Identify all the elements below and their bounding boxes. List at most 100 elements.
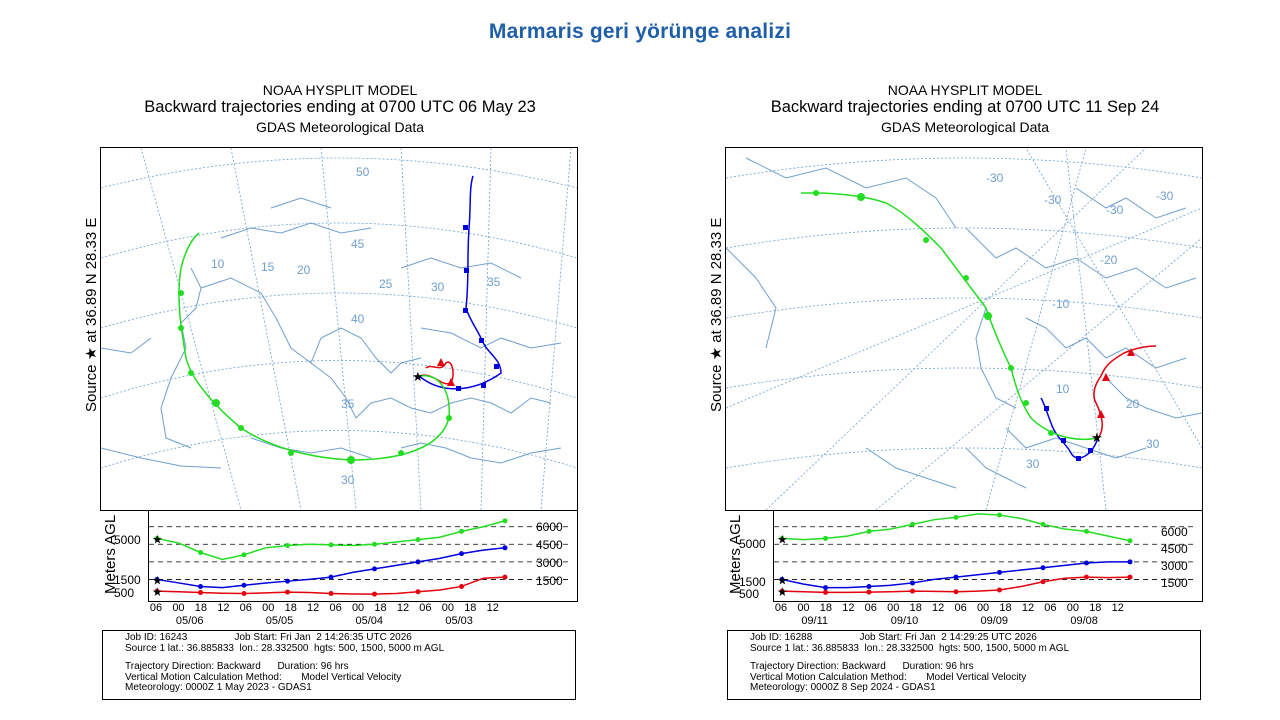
series-point	[415, 589, 421, 595]
series-point	[779, 535, 785, 541]
trajectory-500	[1093, 345, 1157, 439]
series-point	[1127, 574, 1133, 580]
right-tick: 6000	[536, 520, 563, 534]
date-tick: 05/03	[445, 615, 473, 627]
height-profile: ★ ★ ★	[773, 510, 1203, 602]
hour-tick: 00	[797, 602, 810, 614]
trajectories	[801, 192, 1157, 459]
info-line: Vertical Motion Calculation Method: Mode…	[125, 671, 402, 683]
series-point	[154, 535, 160, 541]
hour-tick: 00	[351, 602, 365, 614]
date-tick: 09/10	[890, 615, 919, 627]
chart-subtitle: GDAS Meteorological Data	[255, 119, 425, 135]
info-line: Trajectory Direction: Backward Duration:…	[750, 661, 974, 672]
series-point	[1084, 574, 1089, 580]
hour-tick: 06	[954, 602, 967, 614]
height-profile-svg: ★★★	[149, 518, 569, 599]
date-tick: 05/05	[265, 615, 294, 627]
svg-text:★: ★	[1091, 430, 1103, 445]
coastlines	[101, 197, 562, 469]
trajectory-markers: ★	[178, 225, 499, 464]
hour-tick: 06	[864, 602, 877, 614]
map-label: 35	[487, 275, 501, 289]
left-tick: 500	[739, 587, 760, 601]
series-point	[372, 566, 377, 572]
hour-tick: 12	[486, 602, 499, 614]
map-label: 30	[1146, 437, 1160, 451]
hour-tick: 18	[1089, 602, 1102, 614]
source-star: ★	[777, 573, 788, 587]
hour-tick: 12	[842, 602, 855, 614]
series-point	[997, 512, 1002, 518]
series-point	[241, 582, 247, 588]
hour-tick: 00	[1066, 602, 1079, 614]
series-point	[198, 549, 203, 555]
hour-tick: 18	[284, 602, 297, 614]
date-tick: 09/11	[801, 615, 829, 627]
right-tick: 3000	[536, 556, 563, 570]
date-tick: 09/09	[980, 615, 1009, 627]
right-tick: 1500	[1161, 576, 1188, 590]
hour-tick: 18	[464, 602, 477, 614]
series-point	[154, 588, 160, 594]
date-tick: 05/06	[175, 615, 204, 627]
series-point	[415, 537, 421, 543]
series-point	[910, 588, 915, 594]
series-point	[1040, 521, 1046, 527]
chart-title: Backward trajectories ending at 0700 UTC…	[144, 98, 536, 116]
series-point	[953, 589, 959, 595]
info-line: Source 1 lat.: 36.885833 lon.: 28.332500…	[750, 642, 1070, 654]
date-tick: 05/04	[355, 615, 384, 627]
map-label: 20	[297, 263, 311, 277]
info-line: Meteorology: 0000Z 1 May 2023 - GDAS1	[125, 682, 312, 693]
series-point	[415, 559, 421, 565]
series-point	[285, 589, 290, 595]
series-point	[823, 535, 828, 541]
hour-tick: 12	[932, 602, 945, 614]
series-point	[502, 545, 508, 551]
series-point	[866, 583, 872, 589]
series-point	[328, 542, 334, 548]
series-point	[372, 541, 377, 547]
series-point	[154, 576, 160, 582]
map-label: -20	[1100, 253, 1118, 267]
source-star: ★	[152, 532, 163, 546]
map-label: -30	[1156, 189, 1174, 203]
height-profile-svg: ★★★	[774, 512, 1194, 599]
hour-tick: 12	[307, 602, 320, 614]
series-point	[328, 590, 334, 596]
info-line: Job ID: 16288 Job Start: Fri Jan 2 14:29…	[750, 632, 1037, 643]
series-point	[328, 574, 334, 580]
series-point	[823, 585, 828, 591]
series-point	[502, 574, 508, 580]
series-point	[1127, 559, 1133, 565]
hour-tick: 06	[419, 602, 432, 614]
hour-tick: 06	[149, 602, 163, 614]
graticule	[726, 148, 1202, 510]
right-tick: 1500	[536, 574, 563, 588]
chart-title: Backward trajectories ending at 0700 UTC…	[770, 98, 1160, 116]
info-line: Meteorology: 0000Z 8 Sep 2024 - GDAS1	[750, 682, 936, 693]
series-point	[241, 552, 247, 558]
hour-tick: 18	[819, 602, 833, 614]
series-point	[953, 574, 959, 580]
map-label: 40	[351, 312, 365, 326]
hour-tick: 12	[1021, 602, 1035, 614]
right-tick: 3000	[1161, 559, 1188, 573]
hour-tick: 00	[976, 602, 990, 614]
source-star: ★	[777, 532, 788, 546]
map-label: 45	[351, 237, 365, 251]
hour-tick: 12	[217, 602, 230, 614]
left-tick: 500	[114, 586, 135, 600]
series-point	[866, 589, 872, 595]
hour-tick: 00	[172, 602, 185, 614]
map-label: -30	[986, 171, 1004, 185]
lat-labels: 50 45 40 35 30 25 20 15 10 35 30	[211, 165, 501, 487]
series-point	[502, 518, 508, 524]
series-point	[459, 551, 464, 557]
chart-model-title: NOAA HYSPLIT MODEL	[262, 82, 418, 98]
series-point	[910, 580, 915, 586]
hour-tick: 18	[999, 602, 1012, 614]
series-point	[823, 589, 828, 595]
series-point	[779, 588, 785, 594]
